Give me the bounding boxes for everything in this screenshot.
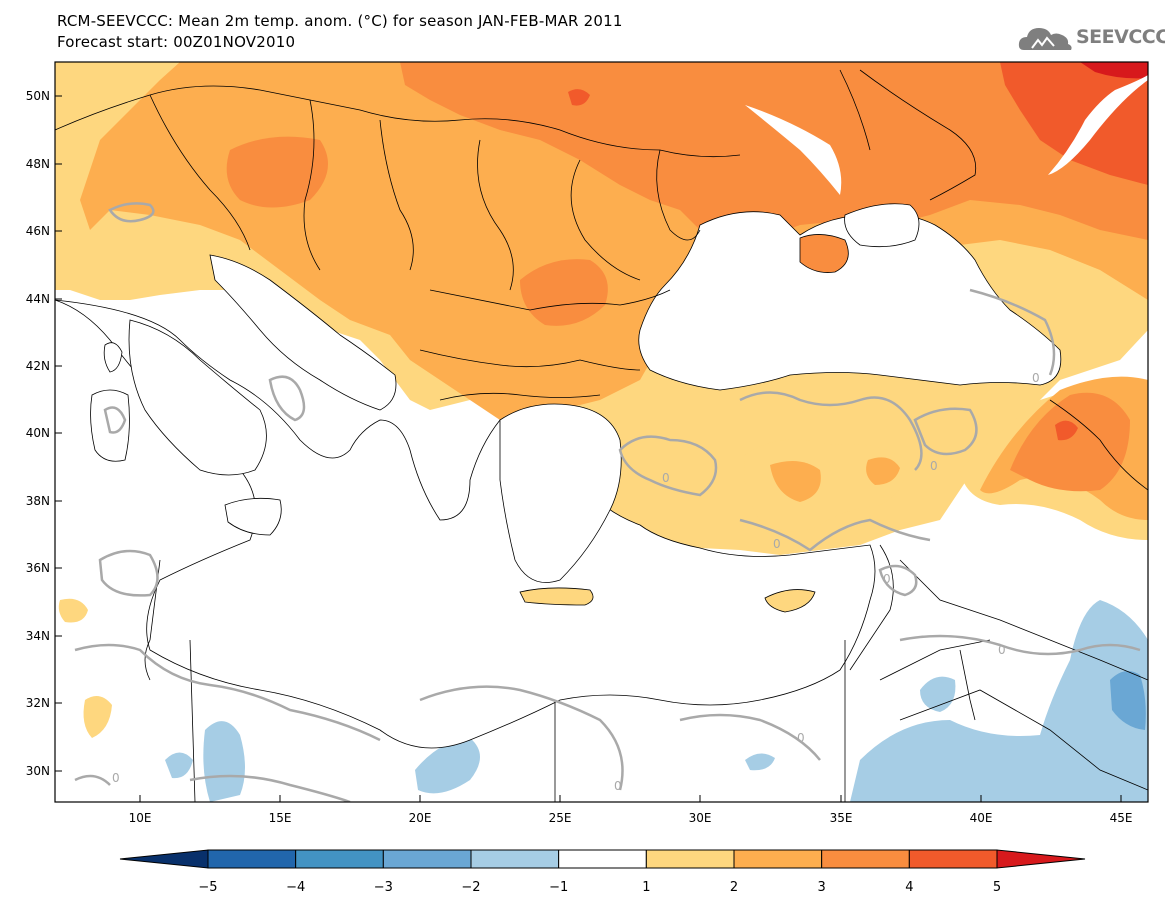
lat-label: 36N	[26, 561, 50, 575]
contour-label: 0	[930, 459, 938, 473]
colorbar-swatch	[908, 849, 998, 869]
anomaly-2-3-anatolia	[770, 461, 821, 502]
aegean-sea	[499, 403, 622, 583]
anomaly-3-4-balkans	[520, 259, 608, 326]
lat-label: 44N	[26, 292, 50, 306]
tyrrhenian-sea	[128, 319, 267, 476]
contour-label: 0	[112, 771, 120, 785]
anomaly-minus-1-egypt	[415, 738, 480, 794]
map-field: 0 0 0 0 0 0 0 0 0	[55, 62, 1148, 802]
lat-label: 46N	[26, 224, 50, 238]
contour-label: 0	[797, 731, 805, 745]
anomaly-1-2-tunisia	[58, 598, 88, 623]
lon-label: 10E	[129, 811, 152, 825]
anomaly-3-4-alps	[226, 136, 328, 208]
anomaly-minus-2-arabia	[1110, 671, 1146, 730]
colorbar-arrow-low	[119, 849, 209, 869]
lat-label: 48N	[26, 157, 50, 171]
adriatic-sea	[209, 254, 397, 411]
contour-label: 0	[998, 643, 1006, 657]
lon-label: 25E	[549, 811, 572, 825]
colorbar-label: 4	[905, 880, 913, 895]
colorbar-swatch	[382, 849, 472, 869]
logo-text: SEEVCCC	[1076, 26, 1165, 48]
contour-label: 0	[773, 537, 781, 551]
anomaly-minus-1-sinai	[920, 676, 956, 712]
lat-label: 42N	[26, 359, 50, 373]
lon-label: 35E	[830, 811, 853, 825]
colorbar-label: 5	[993, 880, 1001, 895]
colorbar-swatch	[733, 849, 823, 869]
colorbar: −5 −4 −3 −2 −1 1 2 3 4 5	[119, 849, 1086, 895]
lat-label: 30N	[26, 764, 50, 778]
map-frame	[54, 61, 1149, 803]
colorbar-swatch	[470, 849, 560, 869]
crete	[519, 587, 594, 606]
colorbar-label: −4	[286, 880, 305, 895]
colorbar-swatch	[645, 849, 735, 869]
lon-label: 20E	[409, 811, 432, 825]
colorbar-swatch	[207, 849, 297, 869]
anomaly-2-3-anatolia-east	[866, 457, 900, 485]
longitude-axis: 10E 15E 20E 25E 30E 35E 40E 45E	[129, 795, 1133, 825]
cyprus	[764, 589, 816, 613]
anomaly-minus-1-libya-west	[165, 752, 193, 779]
borders	[55, 69, 1148, 802]
colorbar-label: −3	[374, 880, 393, 895]
colorbar-arrow-high	[996, 849, 1086, 869]
crimea	[799, 234, 849, 273]
contour-label: 0	[883, 572, 891, 586]
colorbar-swatch	[295, 849, 384, 869]
anomaly-1-2-libya	[83, 696, 112, 738]
zero-contours	[74, 202, 1141, 802]
colorbar-swatch	[821, 849, 910, 869]
contour-label: 0	[1032, 371, 1040, 385]
colorbar-label: −5	[198, 880, 217, 895]
seevccc-logo: SEEVCCC	[1018, 22, 1165, 58]
colorbar-label: −2	[461, 880, 480, 895]
sicily	[224, 497, 282, 536]
colorbar-label: 1	[642, 880, 650, 895]
contour-labels: 0 0 0 0 0 0 0 0 0	[112, 371, 1040, 793]
cloud-icon	[1018, 28, 1072, 50]
lake-streak-1	[745, 105, 842, 195]
anomaly-4-5-region	[1000, 62, 1148, 185]
anomaly-3-4-caucasus	[1010, 392, 1130, 492]
anomaly-4-5-turkey	[1055, 420, 1078, 441]
anomaly-over-5-spot	[1080, 62, 1148, 79]
lon-label: 15E	[269, 811, 292, 825]
colorbar-label: 2	[730, 880, 738, 895]
forecast-start-label: Forecast start: 00Z01NOV2010	[57, 33, 296, 51]
anomaly-minus-1-libya	[203, 721, 245, 802]
lon-label: 40E	[970, 811, 993, 825]
colorbar-label: −1	[549, 880, 568, 895]
contour-label: 0	[614, 779, 622, 793]
anomaly-3-4-region	[400, 62, 1148, 250]
map-title: RCM-SEEVCCC: Mean 2m temp. anom. (°C) fo…	[57, 12, 623, 30]
colorbar-label: 3	[818, 880, 826, 895]
sea-of-azov	[844, 203, 920, 248]
lake-streak-2	[1048, 75, 1148, 175]
lat-label: 38N	[26, 494, 50, 508]
corsica	[103, 342, 123, 373]
lon-label: 30E	[689, 811, 712, 825]
lat-label: 40N	[26, 426, 50, 440]
lat-label: 50N	[26, 89, 50, 103]
contour-label: 0	[662, 471, 670, 485]
lat-label: 34N	[26, 629, 50, 643]
anomaly-minus-1-delta	[745, 753, 775, 771]
sardinia	[90, 389, 130, 462]
latitude-axis: 50N 48N 46N 44N 42N 40N 38N 36N 34N 32N …	[26, 89, 62, 778]
lon-label: 45E	[1110, 811, 1133, 825]
colorbar-swatch	[558, 849, 647, 869]
lat-label: 32N	[26, 696, 50, 710]
anomaly-4-5-spot	[568, 89, 590, 106]
